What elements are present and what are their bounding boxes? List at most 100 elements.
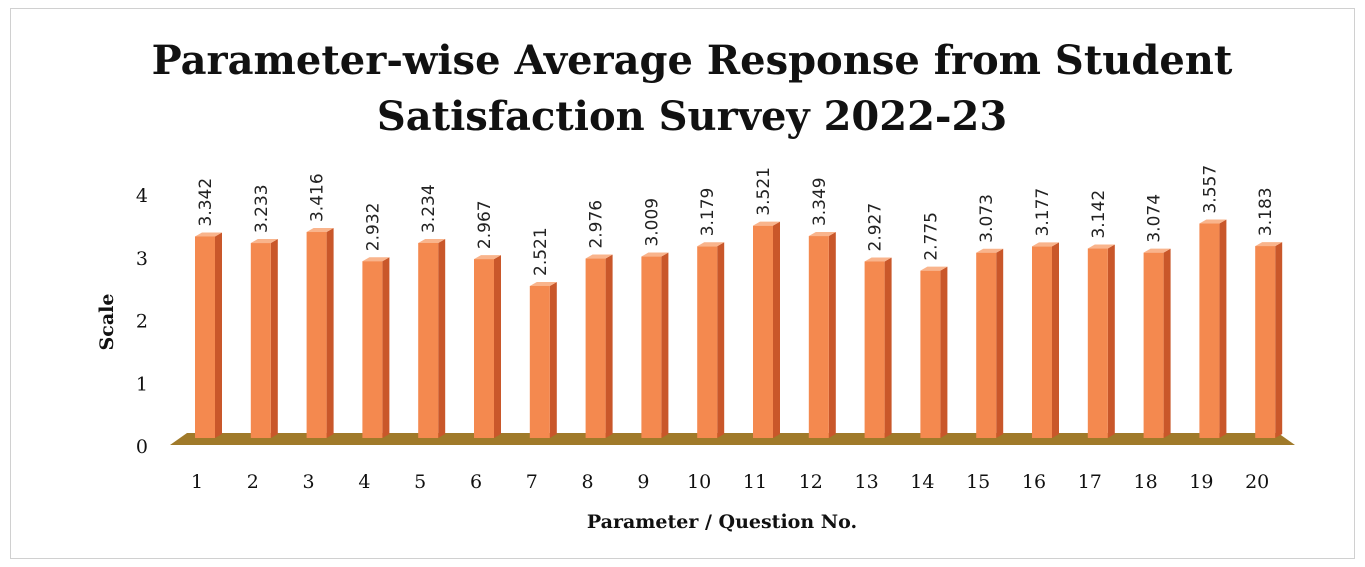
data-label: 2.976	[587, 200, 607, 249]
data-label: 3.349	[810, 177, 830, 226]
data-label: 3.179	[698, 188, 718, 237]
bar-5	[418, 238, 446, 438]
x-tick-label: 14	[910, 471, 934, 493]
chart-title-line-2: Satisfaction Survey 2022-23	[377, 93, 1007, 140]
data-label: 3.342	[196, 178, 216, 227]
bar-side-face	[549, 281, 557, 438]
x-tick-label: 8	[582, 471, 594, 493]
bar-side-face	[438, 238, 446, 438]
bar-front-face	[1255, 246, 1276, 438]
bar-17	[1087, 244, 1115, 438]
x-tick-label: 11	[743, 471, 767, 493]
x-tick-label: 20	[1245, 471, 1269, 493]
x-tick-label: 10	[687, 471, 711, 493]
bar-top-face	[362, 257, 390, 262]
y-tick-label: 4	[136, 185, 148, 207]
bar-top-face	[1199, 219, 1227, 224]
bar-top-face	[474, 255, 501, 260]
bar-top-face	[641, 252, 669, 257]
bar-13	[864, 257, 892, 438]
bar-2	[250, 239, 278, 438]
bar-side-face	[828, 232, 836, 438]
bar-14	[920, 266, 948, 438]
bar-6	[474, 255, 501, 438]
bar-front-face	[1087, 248, 1108, 438]
x-tick-label: 13	[855, 471, 879, 493]
bar-16	[1032, 242, 1059, 438]
bar-side-face	[996, 248, 1004, 438]
x-tick-label: 4	[358, 471, 370, 493]
bar-side-face	[326, 228, 334, 438]
x-tick-label: 17	[1078, 471, 1102, 493]
x-tick-label: 1	[191, 471, 203, 493]
x-axis-label: Parameter / Question No.	[587, 511, 857, 533]
x-tick-label: 18	[1134, 471, 1158, 493]
bar-top-face	[418, 238, 446, 243]
bar-front-face	[250, 243, 271, 438]
data-label: 3.177	[1033, 188, 1053, 237]
x-tick-label: 9	[637, 471, 649, 493]
bar-front-face	[418, 242, 439, 438]
y-tick-label: 2	[136, 311, 148, 333]
bar-top-face	[1255, 242, 1283, 247]
bar-top-face	[250, 239, 278, 244]
data-label: 3.233	[252, 184, 272, 233]
bar-side-face	[1219, 219, 1227, 438]
bar-top-face	[585, 254, 613, 259]
data-label: 2.521	[531, 227, 551, 276]
x-tick-label: 7	[526, 471, 538, 493]
bar-front-face	[864, 261, 885, 438]
data-label: 3.142	[1089, 190, 1109, 239]
bar-front-face	[641, 256, 662, 438]
bar-9	[641, 252, 669, 438]
bar-8	[585, 254, 613, 438]
data-label: 2.932	[363, 203, 383, 252]
bar-side-face	[494, 255, 501, 438]
x-tick-label: 3	[303, 471, 315, 493]
bar-4	[362, 257, 390, 438]
bar-side-face	[1163, 248, 1171, 438]
bar-side-face	[215, 232, 222, 438]
x-tick-label: 16	[1022, 471, 1046, 493]
bar-7	[529, 281, 557, 438]
bar-side-face	[1107, 244, 1115, 438]
x-axis-ticks: 1 2 3 4 5 6 7 8 9 10 11 12 13 14 15 16 17 18 19 20	[191, 471, 1269, 493]
bar-side-face	[382, 257, 390, 438]
data-label: 2.967	[475, 200, 495, 249]
data-label: 3.074	[1145, 194, 1165, 243]
y-axis-ticks: 0 1 2 3 4	[136, 185, 148, 458]
data-label: 3.557	[1200, 165, 1220, 214]
data-label: 3.183	[1256, 187, 1276, 236]
y-tick-label: 0	[136, 436, 148, 458]
x-tick-label: 2	[247, 471, 259, 493]
bar-front-face	[976, 252, 997, 438]
bar-front-face	[697, 246, 718, 438]
bar-side-face	[270, 239, 278, 438]
data-label: 3.234	[419, 184, 439, 233]
bar-top-face	[976, 248, 1004, 253]
bar-side-face	[884, 257, 892, 438]
bar-top-face	[697, 242, 725, 247]
bar-top-face	[306, 228, 334, 233]
bar-top-face	[1143, 248, 1171, 253]
bar-side-face	[1052, 242, 1059, 438]
bar-front-face	[753, 225, 773, 438]
bar-front-face	[362, 261, 383, 438]
chart-floor	[170, 433, 1295, 445]
bar-front-face	[306, 232, 327, 438]
bar-top-face	[1087, 244, 1115, 249]
bar-3	[306, 228, 334, 438]
chart-title-line-1: Parameter-wise Average Response from Stu…	[152, 37, 1233, 84]
bar-top-face	[864, 257, 892, 262]
data-label: 3.416	[308, 173, 328, 222]
bar-front-face	[920, 270, 941, 438]
bar-top-face	[753, 221, 780, 226]
x-tick-label: 19	[1189, 471, 1213, 493]
bar-20	[1255, 242, 1283, 438]
y-tick-label: 3	[136, 248, 148, 270]
bar-19	[1199, 219, 1227, 438]
y-tick-label: 1	[136, 373, 148, 395]
bar-side-face	[1275, 242, 1283, 438]
bar-top-face	[195, 232, 222, 237]
